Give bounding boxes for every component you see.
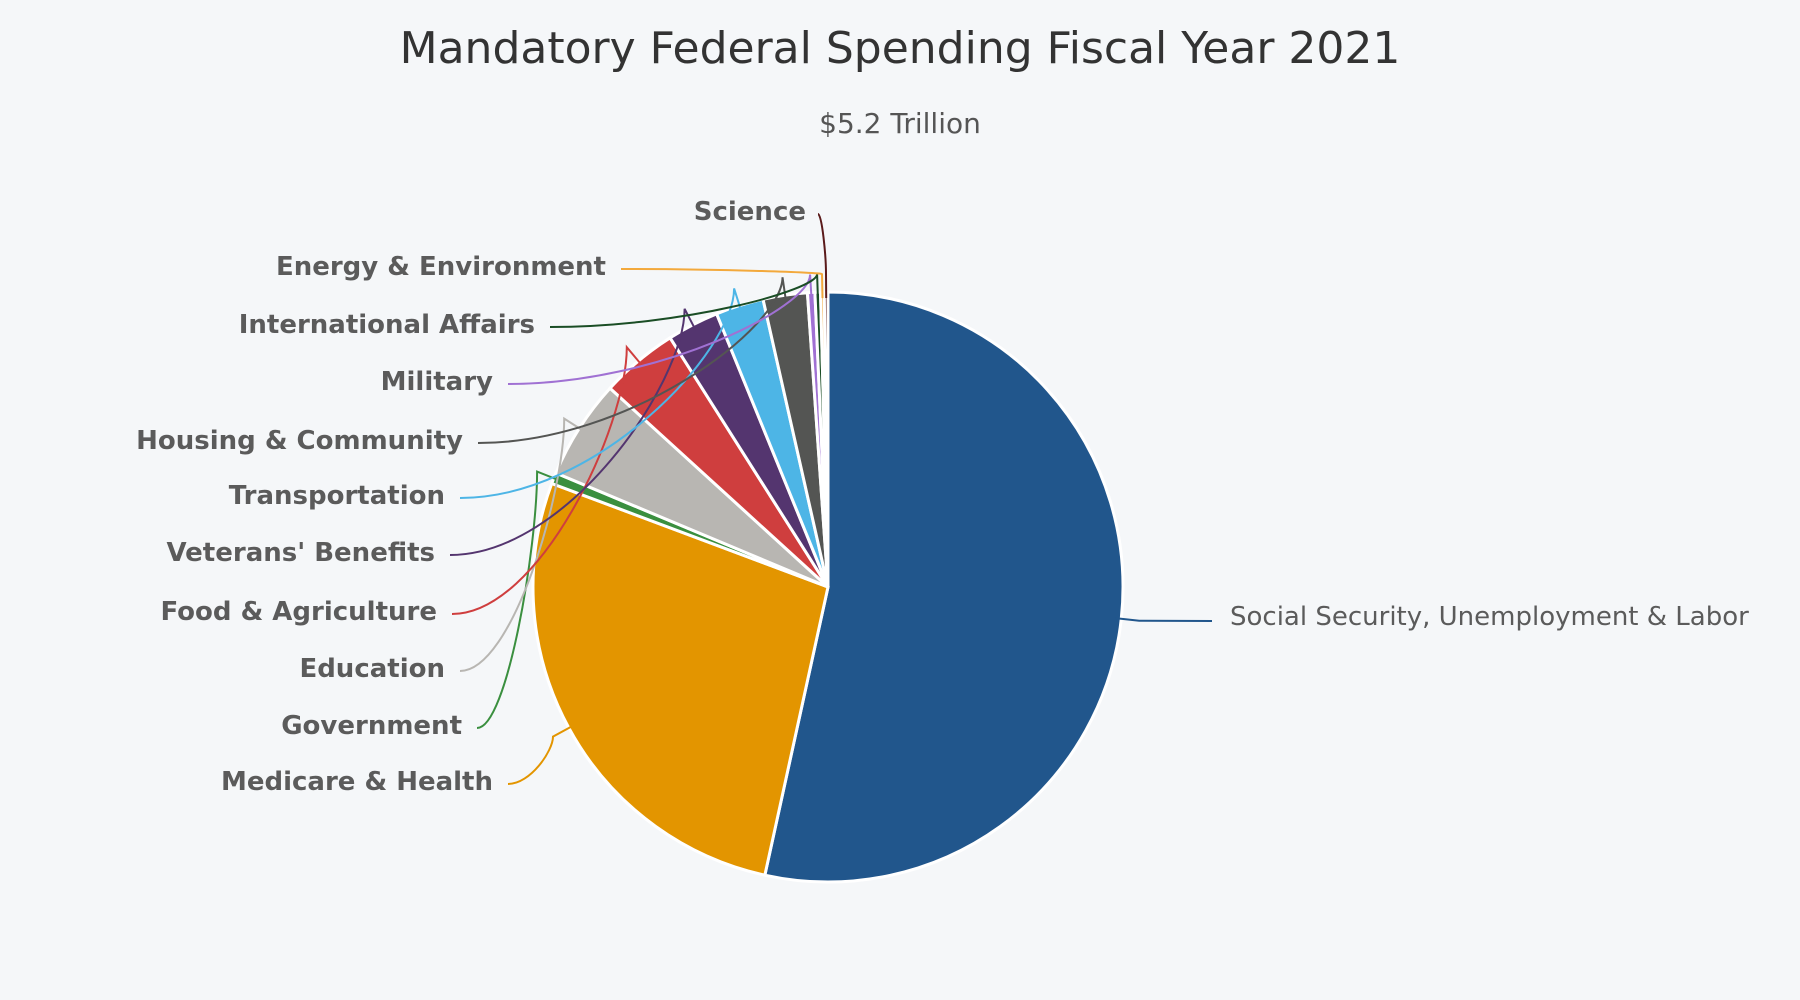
slice-label-11: Energy & Environment [276, 252, 606, 282]
chart-title: Mandatory Federal Spending Fiscal Year 2… [400, 23, 1401, 74]
slice-label-9: Military [381, 367, 493, 397]
leader-line-12 [817, 213, 828, 299]
slice-label-2: Medicare & Health [221, 767, 493, 797]
slice-label-5: Food & Agriculture [160, 597, 437, 627]
pie-slices [531, 290, 1125, 884]
leader-line-10 [549, 273, 819, 328]
slice-label-3: Government [281, 711, 462, 741]
leader-lines [449, 213, 1213, 785]
slice-label-6: Veterans' Benefits [166, 538, 435, 568]
slice-label-12: Science [694, 197, 806, 227]
chart-subtitle: $5.2 Trillion [819, 107, 981, 140]
slice-label-7: Transportation [229, 481, 445, 511]
slice-label-10: International Affairs [239, 310, 535, 340]
slice-labels: Social Security, Unemployment & Labor Med… [136, 197, 1749, 797]
leader-line-6 [449, 308, 697, 556]
leader-line-11 [620, 268, 824, 299]
leader-line-1 [1115, 617, 1213, 622]
leader-line-7 [459, 288, 743, 499]
slice-label-8: Housing & Community [136, 426, 463, 456]
leader-line-2 [507, 724, 575, 785]
leader-line-3 [476, 470, 560, 729]
leader-line-8 [477, 277, 787, 444]
slice-label-4: Education [299, 654, 445, 684]
leader-line-5 [451, 344, 643, 615]
slice-label-1: Social Security, Unemployment & Labor [1230, 602, 1749, 632]
